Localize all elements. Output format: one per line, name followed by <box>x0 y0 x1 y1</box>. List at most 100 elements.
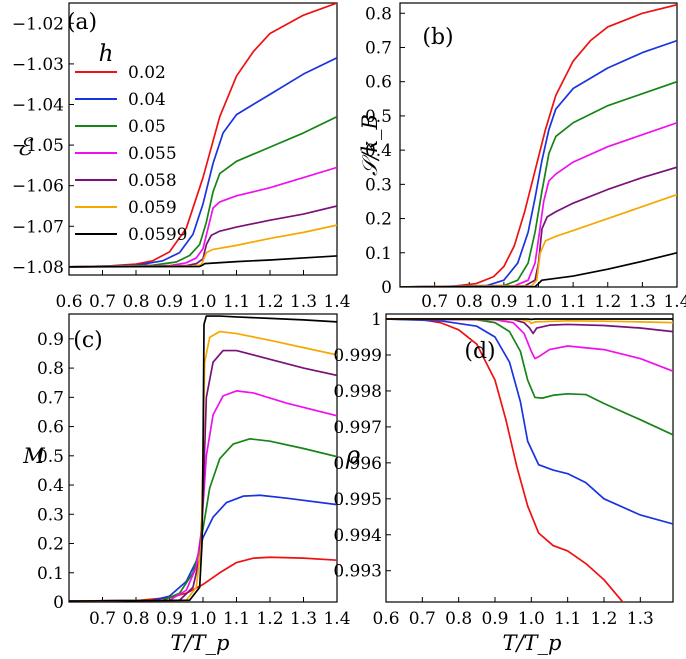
series-line-0.055 <box>386 318 673 372</box>
x-tick-label: 0.7 <box>421 292 448 312</box>
y-tick-label: 0.8 <box>37 359 64 379</box>
x-tick-label: 1.0 <box>189 292 216 312</box>
y-tick-label: 0.993 <box>333 562 382 582</box>
y-tick-label: 0.998 <box>333 382 382 402</box>
series-line-0.02 <box>69 3 337 268</box>
panel-c: 0.7 0.8 0.9 1.0 1.1 1.2 1.3 1.4 0 0.1 0.2 0.3 0.4 0.5… <box>22 313 351 655</box>
legend-label: 0.059 <box>128 198 177 218</box>
series-line-0.05 <box>400 80 677 287</box>
series-line-0.04 <box>386 318 673 525</box>
series-group <box>69 3 337 268</box>
y-tick-label: 0.7 <box>37 388 64 408</box>
y-tick-label: 0.3 <box>37 505 64 525</box>
y-tick-label: 0.8 <box>365 4 392 24</box>
panel-b: 0.7 0.8 0.9 1.0 1.1 1.2 1.3 1.4 0 0.1 0.2 0.3 0.4 0.5… <box>358 2 686 312</box>
y-axis-title: ℰ <box>17 133 34 161</box>
series-line-0.0599 <box>69 315 337 602</box>
y-tick-label: 0.999 <box>333 346 382 366</box>
x-tick-label: 1.1 <box>223 609 250 629</box>
y-tick-label: 0.1 <box>365 244 392 264</box>
legend-label: 0.055 <box>128 144 177 164</box>
x-tick-label: 1.3 <box>290 609 317 629</box>
series-line-0.04 <box>69 494 337 602</box>
series-line-0.059 <box>69 224 337 268</box>
y-tick-label: −1.03 <box>12 55 64 75</box>
x-tick-label: 1.0 <box>518 609 545 629</box>
y-tick-label: −1.04 <box>12 95 64 115</box>
y-tick-label: 0.3 <box>365 175 392 195</box>
y-axis-title: M <box>22 444 45 468</box>
series-line-0.05 <box>386 318 673 436</box>
legend: h 0.02 0.04 0.05 0.055 0.058 0.059 0.0599 <box>75 41 187 245</box>
x-tick-label: 0.7 <box>409 609 436 629</box>
y-tick-label: 0 <box>381 278 392 298</box>
x-tick-label: 1.2 <box>256 292 283 312</box>
x-tick-label: 1.4 <box>663 292 686 312</box>
panel-label: (d) <box>464 339 495 364</box>
y-tick-label: 0.2 <box>365 210 392 230</box>
x-tick-label: 1.0 <box>189 609 216 629</box>
x-axis-title: T/T_p <box>502 631 561 655</box>
series-line-0.05 <box>69 438 337 602</box>
x-tick-label: 0.7 <box>89 292 116 312</box>
x-tick-label: 0.8 <box>456 292 483 312</box>
legend-label: 0.04 <box>128 90 166 110</box>
y-tick-label: −1.05 <box>12 136 64 156</box>
legend-label: 0.0599 <box>128 225 187 245</box>
series-line-0.059 <box>400 193 677 287</box>
x-tick-label: 0.9 <box>156 292 183 312</box>
y-tick-label: −1.02 <box>12 14 64 34</box>
series-group <box>69 315 337 602</box>
x-tick-label: 1.2 <box>590 609 617 629</box>
y-tick-label: 0.5 <box>365 107 392 127</box>
series-line-0.04 <box>400 39 677 287</box>
x-tick-label: 0.9 <box>481 609 508 629</box>
series-line-0.0599 <box>69 255 337 268</box>
panel-label: (b) <box>422 25 453 50</box>
y-tick-label: 0.2 <box>37 535 64 555</box>
series-line-0.02 <box>400 3 677 287</box>
x-tick-label: 1.4 <box>323 609 350 629</box>
y-tick-label: −1.06 <box>12 177 64 197</box>
x-tick-label: 0.8 <box>122 609 149 629</box>
panel-label: (a) <box>67 10 97 35</box>
y-tick-label: 0.4 <box>37 476 64 496</box>
x-tick-label: 1.1 <box>560 292 587 312</box>
legend-label: 0.05 <box>128 117 166 137</box>
series-line-0.0599 <box>400 251 677 287</box>
y-tick-label: 0.1 <box>37 564 64 584</box>
y-tick-label: 0.9 <box>37 330 64 350</box>
y-axis-title: ρ <box>345 441 360 469</box>
y-tick-label: 0.997 <box>333 418 382 438</box>
legend-label: 0.02 <box>128 63 166 83</box>
legend-label: 0.058 <box>128 171 177 191</box>
y-tick-label: 0.995 <box>333 490 382 510</box>
x-tick-label: 1.0 <box>525 292 552 312</box>
series-line-0.058 <box>400 166 677 287</box>
y-tick-label: 0 <box>53 593 64 613</box>
panel-d: 0.6 0.7 0.8 0.9 1.0 1.1 1.2 1.3 1 0.999 0.998 0.997… <box>333 310 674 655</box>
series-group <box>400 3 677 287</box>
x-tick-label: 1.1 <box>223 292 250 312</box>
x-tick-label: 0.9 <box>156 609 183 629</box>
x-tick-label: 0.6 <box>372 609 399 629</box>
series-line-0.055 <box>69 390 337 602</box>
y-tick-label: 0.996 <box>333 454 382 474</box>
x-tick-label: 1.3 <box>629 292 656 312</box>
y-tick-label: 1 <box>371 310 382 330</box>
x-axis-title: T/T_p <box>170 631 229 655</box>
legend-title: h <box>99 41 114 67</box>
y-tick-label: 0.7 <box>365 38 392 58</box>
y-tick-label: 0.5 <box>37 447 64 467</box>
x-tick-label: 1.2 <box>594 292 621 312</box>
panel-label: (c) <box>73 328 103 353</box>
series-line-0.055 <box>400 121 677 287</box>
series-line-0.055 <box>69 166 337 268</box>
y-tick-label: 0.6 <box>37 418 64 438</box>
series-line-0.058 <box>69 349 337 602</box>
plot-frame <box>385 313 674 603</box>
series-line-0.059 <box>69 330 337 602</box>
series-line-0.058 <box>386 318 673 335</box>
series-line-0.058 <box>69 205 337 268</box>
